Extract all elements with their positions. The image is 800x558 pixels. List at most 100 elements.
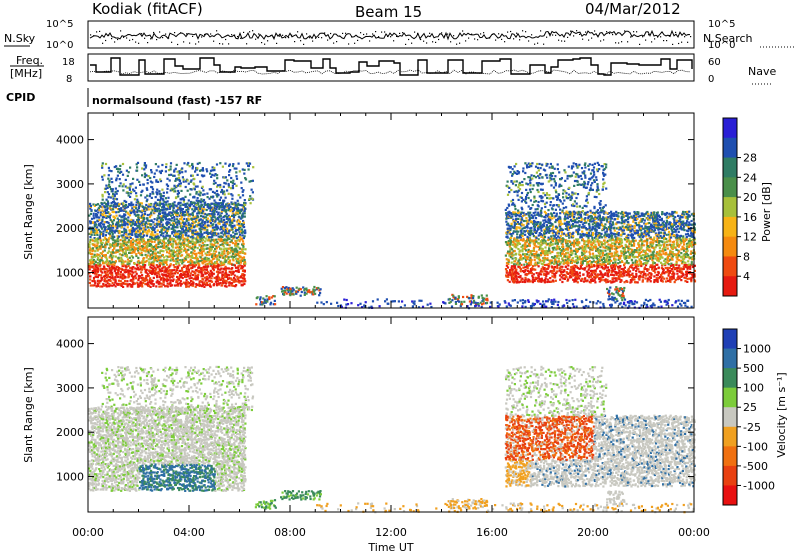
- nsearch-point: [243, 32, 244, 33]
- echo-cell: [146, 174, 148, 176]
- echo-cell: [300, 295, 302, 297]
- echo-cell: [289, 288, 291, 290]
- echo-cell: [97, 270, 99, 272]
- echo-cell: [108, 180, 110, 182]
- echo-cell: [165, 261, 167, 263]
- echo-cell: [172, 240, 174, 242]
- echo-cell: [141, 285, 143, 287]
- echo-cell: [166, 232, 168, 234]
- echo-cell: [115, 206, 117, 208]
- echo-cell: [372, 300, 374, 302]
- echo-cell: [293, 289, 295, 291]
- echo-cell: [557, 218, 559, 220]
- echo-cell: [214, 216, 216, 218]
- echo-cell: [221, 203, 223, 205]
- nsearch-point: [258, 33, 259, 34]
- echo-cell: [187, 235, 189, 237]
- nsearch-point: [411, 43, 412, 44]
- echo-cell: [542, 271, 544, 273]
- echo-cell: [151, 219, 153, 221]
- echo-cell: [573, 240, 575, 242]
- echo-cell: [115, 260, 117, 262]
- echo-cell: [161, 283, 163, 285]
- nsearch-point: [438, 39, 439, 40]
- echo-cell: [222, 271, 224, 273]
- echo-cell: [522, 238, 524, 240]
- nsearch-point: [537, 43, 538, 44]
- echo-cell: [225, 266, 227, 268]
- echo-cell: [122, 254, 124, 256]
- echo-cell: [551, 217, 553, 219]
- echo-cell: [249, 163, 251, 165]
- echo-cell: [520, 255, 522, 257]
- echo-cell: [558, 246, 560, 248]
- echo-cell: [552, 243, 554, 245]
- echo-cell: [172, 214, 174, 216]
- echo-cell: [196, 219, 198, 221]
- echo-cell: [101, 272, 103, 274]
- echo-cell: [204, 221, 206, 223]
- echo-cell: [241, 187, 243, 189]
- echo-cell: [543, 222, 545, 224]
- echo-cell: [215, 251, 217, 253]
- echo-cell: [169, 241, 171, 243]
- nsearch-point: [510, 31, 511, 32]
- echo-cell: [525, 213, 527, 215]
- echo-cell: [274, 300, 276, 302]
- echo-cell: [115, 276, 117, 278]
- echo-cell: [149, 177, 151, 179]
- echo-cell: [180, 190, 182, 192]
- echo-cell: [171, 217, 173, 219]
- echo-cell: [201, 235, 203, 237]
- echo-cell: [577, 213, 579, 215]
- nsearch-point: [222, 43, 223, 44]
- echo-cell: [107, 207, 109, 209]
- echo-cell: [540, 252, 542, 254]
- echo-cell: [455, 301, 457, 303]
- echo-cell: [522, 267, 524, 269]
- nsearch-point: [186, 33, 187, 34]
- echo-cell: [144, 264, 146, 266]
- echo-cell: [152, 265, 154, 267]
- nsearch-point: [534, 44, 535, 45]
- echo-cell: [98, 209, 100, 211]
- nave-tick-bottom: 0: [708, 74, 714, 85]
- echo-cell: [129, 189, 131, 191]
- echo-cell: [167, 244, 169, 246]
- echo-cell: [115, 268, 117, 270]
- echo-cell: [544, 216, 546, 218]
- echo-cell: [174, 251, 176, 253]
- echo-cell: [148, 252, 150, 254]
- nsearch-point: [255, 39, 256, 40]
- echo-cell: [240, 262, 242, 264]
- echo-cell: [137, 201, 139, 203]
- echo-cell: [194, 244, 196, 246]
- echo-cell: [108, 250, 110, 252]
- echo-cell: [227, 235, 229, 237]
- echo-cell: [412, 305, 414, 307]
- echo-cell: [164, 211, 166, 213]
- echo-cell: [205, 237, 207, 239]
- echo-cell: [203, 282, 205, 284]
- echo-cell: [237, 208, 239, 210]
- echo-cell: [239, 196, 241, 198]
- echo-cell: [505, 212, 507, 214]
- echo-cell: [166, 264, 168, 266]
- echo-cell: [201, 258, 203, 260]
- echo-cell: [104, 246, 106, 248]
- echo-cell: [560, 235, 562, 237]
- echo-cell: [200, 192, 202, 194]
- nsearch-point: [165, 34, 166, 35]
- echo-cell: [568, 245, 570, 247]
- echo-cell: [119, 253, 121, 255]
- echo-cell: [229, 169, 231, 171]
- echo-cell: [100, 225, 102, 227]
- echo-cell: [143, 220, 145, 222]
- nsearch-point: [303, 44, 304, 45]
- echo-cell: [103, 230, 105, 232]
- echo-cell: [132, 204, 134, 206]
- echo-cell: [95, 261, 97, 263]
- echo-cell: [109, 246, 111, 248]
- echo-cell: [160, 215, 162, 217]
- echo-cell: [144, 231, 146, 233]
